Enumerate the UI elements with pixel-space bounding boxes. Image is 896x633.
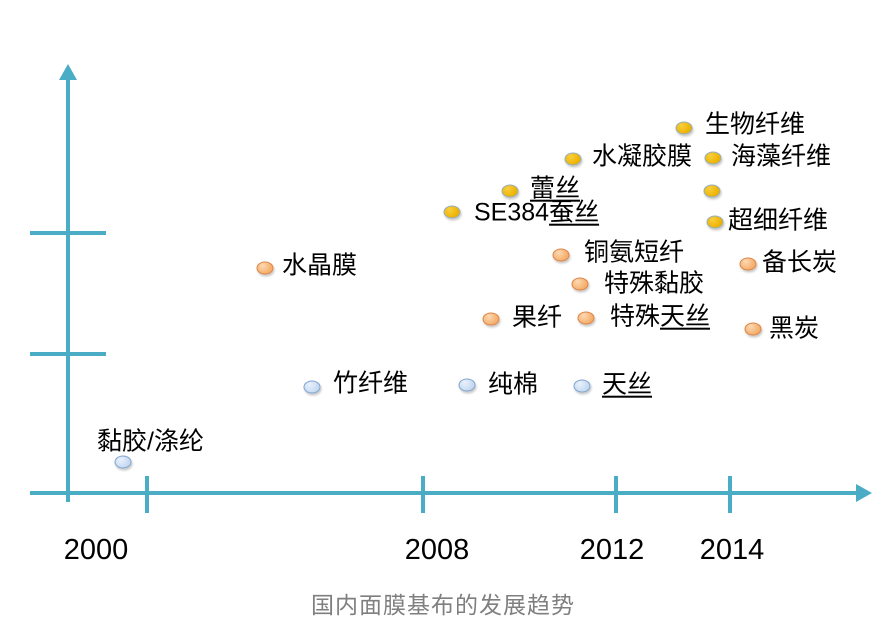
data-point-dot [706,215,724,229]
data-point-label: 海藻纤维 [731,142,832,171]
data-point-label: 纯棉 [488,370,539,399]
x-axis-tick-label: 2014 [699,534,765,566]
data-point-label: 特殊黏胶 [604,269,705,298]
data-point-dot [571,277,589,291]
data-point-dot [703,184,721,198]
y-axis-tick [30,352,106,356]
data-point-label: 水晶膜 [282,251,358,280]
data-point-label: 铜氨短纤 [584,238,685,267]
x-axis-tick [421,476,425,513]
data-point-label: 竹纤维 [333,369,409,398]
x-axis-arrow-icon [856,484,872,502]
x-axis-tick [145,476,149,513]
chart-title: 国内面膜基布的发展趋势 [311,592,575,618]
data-point-label: 特殊天丝 [610,302,711,331]
data-point-label: 水凝胶膜 [592,142,693,171]
data-point-label: 备长炭 [762,248,838,277]
data-point-label: 超细纤维 [728,206,829,235]
data-point-dot [739,257,757,271]
data-point-dot [482,312,500,326]
data-point-dot [501,184,519,198]
x-axis-tick-label: 2008 [404,534,470,566]
data-point-dot [675,121,693,135]
data-point-label: SE384蚕丝 [474,198,600,227]
data-point-dot [552,248,570,262]
data-point-dot [303,380,321,394]
x-axis-tick [614,476,618,513]
data-point-dot [573,379,591,393]
x-axis-tick-label: 2012 [579,534,645,566]
data-point-label: 蕾丝 [530,174,581,203]
x-axis-tick [728,476,732,513]
y-axis-arrow-icon [59,64,77,80]
data-point-dot [744,322,762,336]
data-point-dot [114,455,132,469]
x-axis-line [30,491,858,495]
data-point-label: 生物纤维 [705,110,806,139]
data-point-dot [443,205,461,219]
data-point-dot [577,311,595,325]
data-point-dot [256,261,274,275]
data-point-dot [564,152,582,166]
y-axis-tick [30,231,106,235]
data-point-label: 果纤 [512,303,563,332]
data-point-label: 天丝 [602,370,653,399]
y-axis-line [66,78,70,502]
x-axis-tick-label: 2000 [63,534,129,566]
data-point-dot [458,378,476,392]
data-point-label: 黏胶/涤纶 [97,427,204,456]
data-point-dot [704,151,722,165]
data-point-label: 黑炭 [769,314,820,343]
